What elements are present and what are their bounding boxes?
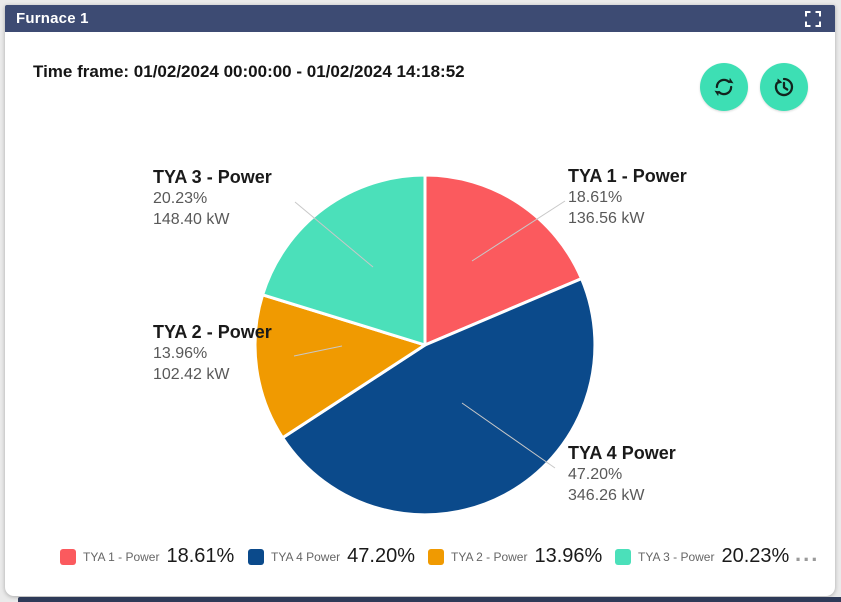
slice-label-title: TYA 4 Power (568, 443, 676, 463)
pie-slice-tya-2-power[interactable] (253, 293, 427, 440)
history-button[interactable] (760, 63, 808, 111)
legend-item-tya4[interactable]: TYA 4 Power 47.20% (248, 545, 415, 568)
slice-label-tya1: TYA 1 - Power 18.61% 136.56 kW (568, 165, 687, 229)
widget-header: Furnace 1 (5, 5, 835, 32)
legend-item-tya2[interactable]: TYA 2 - Power 13.96% (428, 545, 602, 568)
next-widget-edge (18, 597, 841, 602)
legend-swatch (615, 548, 631, 565)
legend-label: TYA 3 - Power (638, 549, 715, 564)
legend-percent: 18.61% (166, 545, 235, 567)
slice-label-percent: 18.61% (568, 189, 623, 206)
time-frame-label: Time frame: 01/02/2024 00:00:00 - 01/02/… (33, 62, 465, 81)
slice-label-value: 148.40 kW (153, 211, 230, 228)
slice-label-value: 102.42 kW (153, 366, 230, 383)
slice-label-tya4: TYA 4 Power 47.20% 346.26 kW (568, 442, 676, 506)
legend-item-tya1[interactable]: TYA 1 - Power 18.61% (60, 545, 234, 568)
legend-percent: 47.20% (347, 545, 415, 567)
history-icon (771, 74, 797, 100)
slice-label-percent: 47.20% (568, 466, 623, 483)
legend-percent: 13.96% (534, 545, 603, 567)
slice-label-percent: 20.23% (153, 190, 208, 207)
legend-label: TYA 2 - Power (451, 549, 528, 564)
widget-title: Furnace 1 (16, 10, 89, 27)
legend-label: TYA 4 Power (271, 549, 341, 564)
fullscreen-icon[interactable] (805, 10, 821, 27)
slice-label-value: 136.56 kW (568, 210, 645, 227)
slice-label-title: TYA 2 - Power (153, 322, 272, 342)
legend-swatch (248, 548, 264, 565)
legend-swatch (428, 548, 444, 565)
furnace-widget: Furnace 1 Time frame: 01/02/2024 00:00:0… (5, 5, 835, 596)
legend-item-tya3[interactable]: TYA 3 - Power 20.23% (615, 545, 789, 568)
slice-label-title: TYA 3 - Power (153, 167, 272, 187)
legend-swatch (60, 548, 76, 565)
toolbar (700, 63, 808, 111)
legend-overflow-button[interactable]: ... (795, 541, 820, 566)
legend-label: TYA 1 - Power (83, 549, 160, 564)
slice-label-tya2: TYA 2 - Power 13.96% 102.42 kW (153, 321, 272, 385)
slice-label-tya3: TYA 3 - Power 20.23% 148.40 kW (153, 166, 272, 230)
slice-label-percent: 13.96% (153, 345, 208, 362)
slice-label-value: 346.26 kW (568, 487, 645, 504)
legend-percent: 20.23% (721, 545, 790, 567)
refresh-button[interactable] (700, 63, 748, 111)
slice-label-title: TYA 1 - Power (568, 166, 687, 186)
refresh-icon (711, 74, 737, 100)
